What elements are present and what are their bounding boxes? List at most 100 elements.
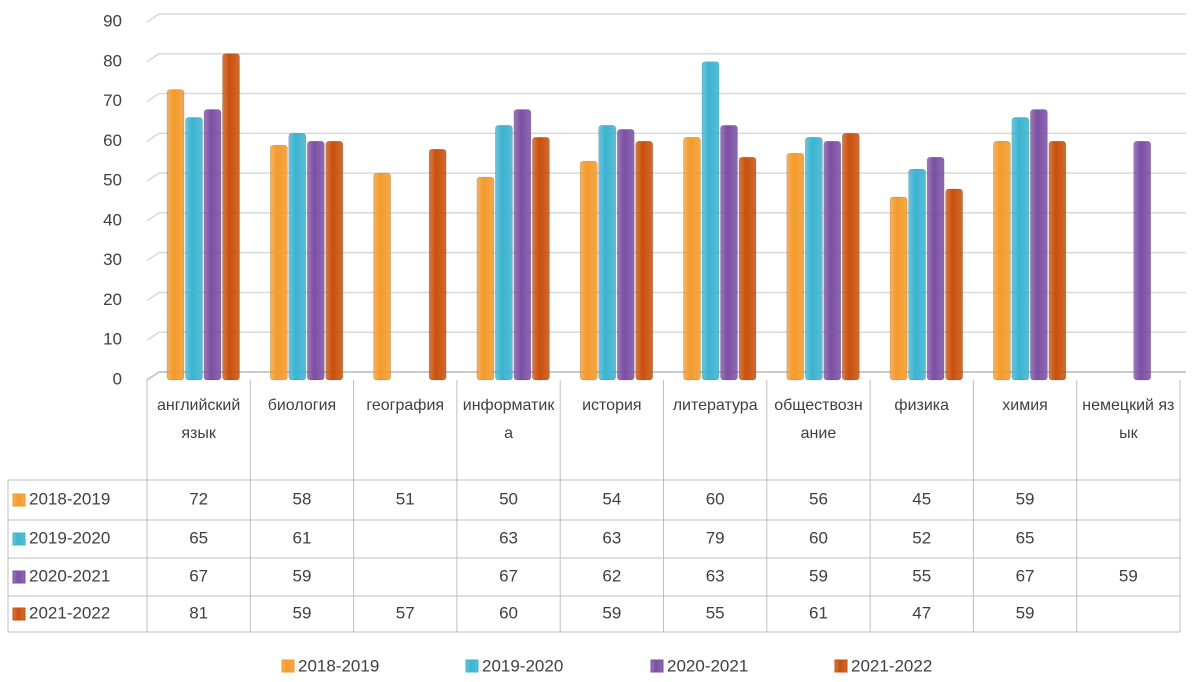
y-tick-label: 80 bbox=[103, 51, 122, 70]
category-cell: английский язык bbox=[156, 397, 241, 442]
bar bbox=[786, 152, 805, 381]
category-cell: химия bbox=[1002, 397, 1048, 414]
bar bbox=[993, 141, 1011, 381]
table-value: 50 bbox=[499, 489, 518, 508]
table-value: 65 bbox=[189, 528, 208, 547]
y-tick-label: 50 bbox=[103, 171, 122, 190]
bar bbox=[804, 137, 823, 381]
y-tick-label: 70 bbox=[103, 91, 122, 110]
category-cell: география bbox=[366, 397, 445, 414]
x-tick-label: английский язык bbox=[156, 397, 241, 442]
category-cell: физика bbox=[894, 397, 950, 414]
grid-line bbox=[146, 92, 1186, 103]
bar bbox=[683, 137, 701, 381]
x-tick-label: физика bbox=[894, 397, 950, 414]
table-value: 67 bbox=[499, 566, 518, 585]
table-value: 79 bbox=[706, 528, 725, 547]
bar bbox=[428, 148, 447, 381]
legend-key bbox=[12, 493, 26, 507]
bar bbox=[269, 144, 288, 381]
x-tick-label: география bbox=[366, 397, 445, 414]
category-cell: немецкий язык bbox=[1082, 397, 1175, 442]
bar bbox=[288, 133, 307, 381]
table-value: 62 bbox=[602, 566, 621, 585]
bar bbox=[926, 156, 945, 381]
table-value: 55 bbox=[912, 566, 931, 585]
bar bbox=[889, 196, 908, 381]
table-value: 51 bbox=[396, 489, 415, 508]
table-value: 60 bbox=[499, 603, 518, 622]
legend-label: 2018-2019 bbox=[298, 656, 379, 675]
bar bbox=[1011, 117, 1030, 381]
y-tick-label: 60 bbox=[103, 131, 122, 150]
grid-line bbox=[146, 13, 1186, 23]
category-cell: литература bbox=[672, 397, 758, 414]
bar bbox=[185, 117, 203, 381]
legend-key bbox=[12, 607, 26, 621]
legend-label: 2021-2022 bbox=[851, 656, 932, 675]
bar bbox=[945, 188, 963, 381]
table-value: 59 bbox=[809, 566, 828, 585]
table-value: 61 bbox=[292, 528, 311, 547]
x-tick-label: литература bbox=[672, 397, 758, 414]
table-value: 58 bbox=[292, 489, 311, 508]
table-value: 47 bbox=[912, 603, 931, 622]
y-tick-label: 0 bbox=[113, 369, 122, 388]
y-tick-label: 30 bbox=[103, 250, 122, 269]
table-value: 67 bbox=[1016, 566, 1035, 585]
table-value: 55 bbox=[706, 603, 725, 622]
x-tick-label: биология bbox=[267, 397, 337, 414]
table-value: 60 bbox=[809, 528, 828, 547]
legend-key bbox=[281, 659, 295, 673]
bar bbox=[166, 89, 185, 381]
legend-label: 2019-2020 bbox=[29, 528, 110, 547]
category-cell: история bbox=[582, 397, 641, 414]
bar bbox=[306, 141, 325, 381]
bar bbox=[532, 137, 550, 381]
table-value: 57 bbox=[396, 603, 415, 622]
table-value: 59 bbox=[1119, 566, 1138, 585]
table-value: 61 bbox=[809, 603, 828, 622]
bar bbox=[701, 61, 720, 381]
x-tick-label: информатика bbox=[462, 397, 555, 442]
legend-label: 2021-2022 bbox=[29, 603, 110, 622]
legend-label: 2019-2020 bbox=[482, 656, 563, 675]
table-value: 45 bbox=[912, 489, 931, 508]
table-value: 65 bbox=[1016, 528, 1035, 547]
legend-label: 2020-2021 bbox=[667, 656, 748, 675]
table-value: 63 bbox=[499, 528, 518, 547]
category-cell: информатика bbox=[462, 397, 555, 442]
table-value: 63 bbox=[602, 528, 621, 547]
bar bbox=[495, 125, 513, 381]
bar bbox=[325, 141, 344, 381]
legend-key bbox=[465, 659, 479, 673]
bar bbox=[1048, 141, 1067, 381]
bar bbox=[1133, 141, 1151, 381]
table-value: 67 bbox=[189, 566, 208, 585]
legend-key bbox=[650, 659, 664, 673]
grid-line bbox=[146, 53, 1186, 63]
bar bbox=[203, 109, 222, 381]
legend-key bbox=[834, 659, 848, 673]
bar bbox=[738, 156, 757, 381]
x-tick-label: немецкий язык bbox=[1082, 397, 1175, 442]
grid-line bbox=[146, 132, 1186, 142]
legend-label: 2020-2021 bbox=[29, 566, 110, 585]
table-value: 72 bbox=[189, 489, 208, 508]
bar bbox=[513, 109, 532, 381]
table-value: 59 bbox=[1016, 603, 1035, 622]
y-tick-label: 40 bbox=[103, 210, 122, 229]
table-value: 63 bbox=[706, 566, 725, 585]
table-value: 52 bbox=[912, 528, 931, 547]
legend-label: 2018-2019 bbox=[29, 489, 110, 508]
table-value: 59 bbox=[602, 603, 621, 622]
bar bbox=[616, 129, 635, 381]
table-value: 60 bbox=[706, 489, 725, 508]
x-tick-label: химия bbox=[1002, 397, 1048, 414]
category-cell: биология bbox=[267, 397, 337, 414]
bar bbox=[579, 160, 598, 381]
bar bbox=[373, 172, 391, 381]
legend-key bbox=[12, 570, 26, 584]
bar bbox=[1030, 109, 1048, 381]
table-value: 81 bbox=[189, 603, 208, 622]
